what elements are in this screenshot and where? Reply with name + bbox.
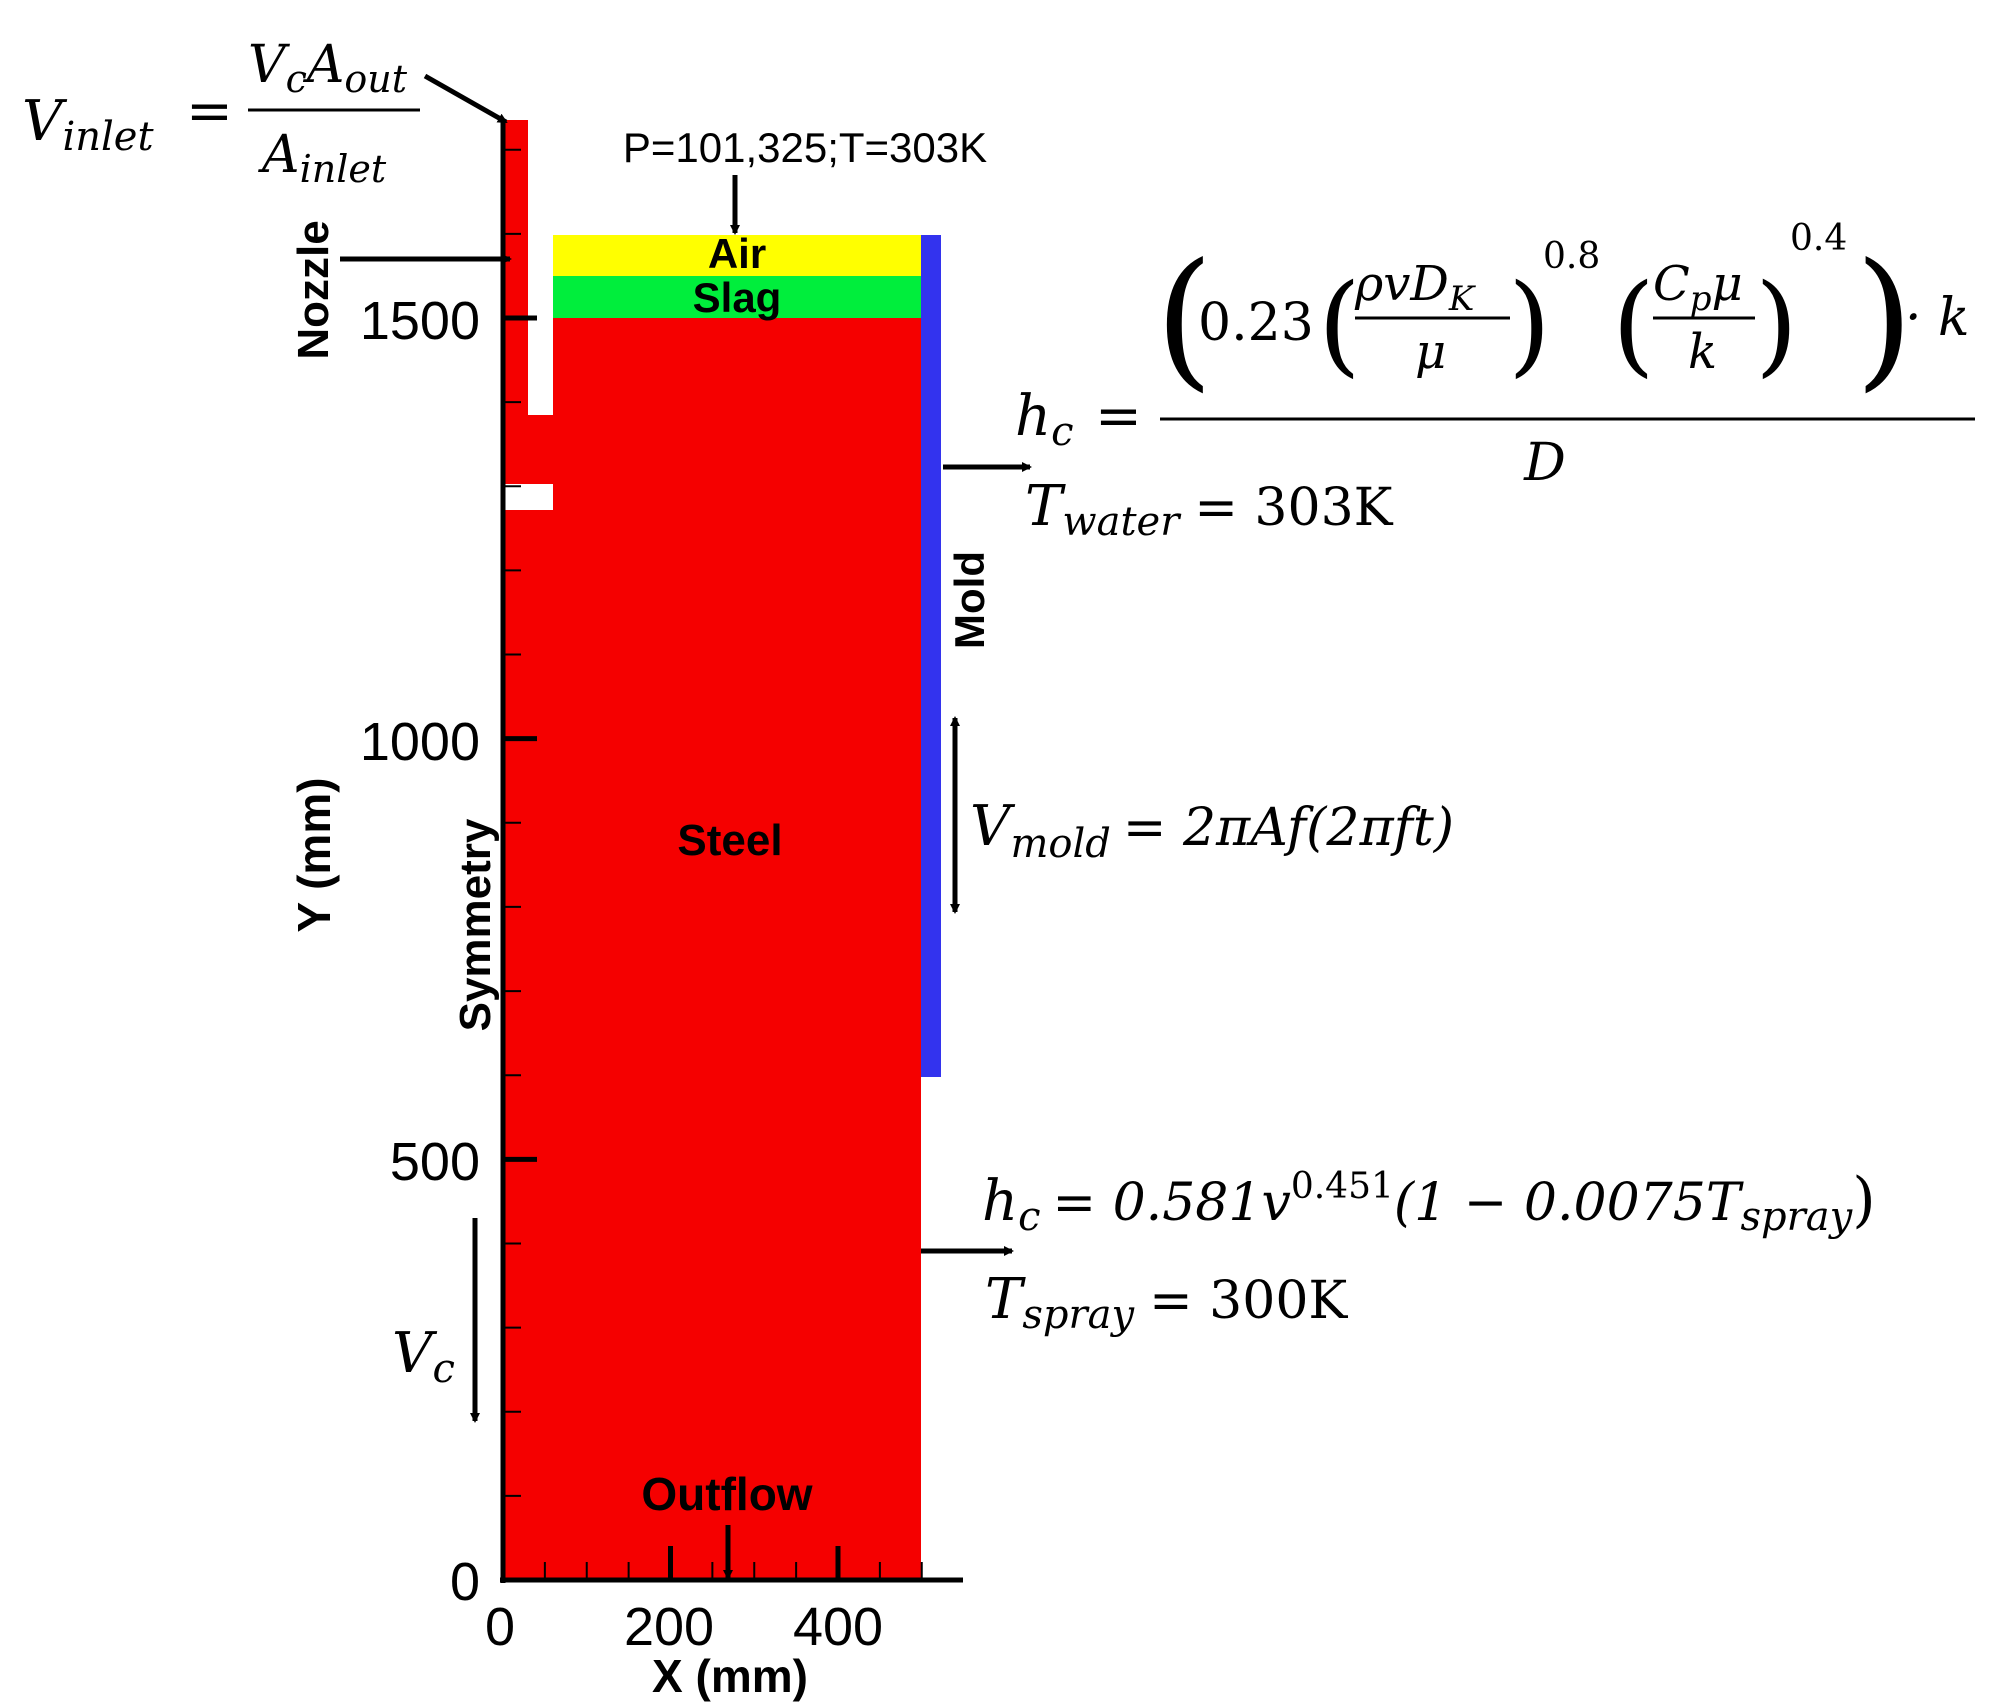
slag-layer (553, 276, 921, 318)
y-tick-label-0: 0 (450, 1552, 480, 1612)
svg-text:ρvDK: ρvDK (1354, 256, 1477, 319)
spray-heat-transfer-equation: hc = 0.581v0.451(1 − 0.0075Tspray) (982, 1165, 1876, 1240)
outflow-label: Outflow (641, 1468, 812, 1520)
svg-text:μ: μ (1415, 324, 1446, 380)
inlet-velocity-equation: Vinlet = VcAout Ainlet (22, 35, 420, 191)
nozzle-bottom-gap (503, 484, 553, 510)
svg-text:): ) (1755, 260, 1798, 388)
water-temperature-equation: Twater = 303K (1025, 474, 1394, 545)
y-axis-title: Y (mm) (288, 777, 340, 932)
y-tick-label-500: 500 (390, 1132, 480, 1192)
inlet-arrow (423, 73, 508, 125)
svg-text:(: ( (1612, 260, 1655, 388)
svg-text:hc= 0.581v0.451(1 − 0.0075Tspr: hc = 0.581v0.451(1 − 0.0075Tspray) (982, 1165, 1876, 1240)
air-label: Air (708, 230, 766, 277)
svg-text:D: D (1523, 433, 1566, 493)
slag-label: Slag (693, 274, 782, 321)
x-axis-title: X (mm) (652, 1650, 808, 1702)
svg-text:Vmold= 2πAf(2πft): Vmold = 2πAf(2πft) (970, 794, 1454, 867)
svg-text:=: = (1095, 384, 1142, 449)
svg-text:Ainlet: Ainlet (258, 125, 387, 191)
nozzle-label: Nozzle (289, 220, 338, 359)
svg-text:): ) (1508, 260, 1551, 388)
svg-text:0.23: 0.23 (1198, 293, 1314, 353)
mold-heat-transfer-equation: hc = ( 0.23 ( ρvDK μ ) 0.8 ( Cpμ k ) 0.4… (1015, 218, 1975, 493)
svg-text:k: k (1688, 324, 1717, 380)
svg-text:Vc: Vc (392, 1321, 455, 1392)
svg-text:0.8: 0.8 (1543, 236, 1600, 277)
mold-velocity-equation: Vmold = 2πAf(2πft) (970, 794, 1454, 867)
y-ticks (503, 148, 537, 1583)
x-ticks (500, 1546, 923, 1580)
steel-region (503, 318, 921, 1580)
y-tick-label-1000: 1000 (360, 712, 480, 772)
casting-speed-label: Vc (392, 1321, 455, 1392)
mold-label: Mold (946, 551, 993, 649)
svg-text:VcAout: VcAout (248, 35, 408, 101)
svg-text:Vinlet: Vinlet (22, 89, 154, 160)
svg-text:): ) (1855, 232, 1914, 406)
svg-text:(: ( (1155, 232, 1214, 406)
nozzle-port (528, 415, 553, 485)
x-tick-label-200: 200 (624, 1597, 714, 1657)
spray-temperature-equation: Tspray = 300K (985, 1267, 1348, 1338)
mold-wall (921, 235, 941, 1077)
x-tick-label-0: 0 (485, 1597, 515, 1657)
svg-text:Twater= 303K: Twater = 303K (1025, 474, 1394, 545)
svg-text:· k: · k (1905, 288, 1970, 348)
air-layer (553, 235, 921, 276)
svg-text:(: ( (1318, 260, 1361, 388)
symmetry-label: Symmetry (451, 818, 500, 1031)
svg-text:0.4: 0.4 (1790, 218, 1847, 259)
y-tick-label-1500: 1500 (360, 291, 480, 351)
nozzle-wall (505, 120, 528, 420)
svg-text:hc: hc (1015, 384, 1073, 455)
svg-text:Tspray= 300K: Tspray = 300K (985, 1267, 1348, 1338)
x-tick-label-400: 400 (793, 1597, 883, 1657)
top-boundary-condition: P=101,325;T=303K (623, 124, 987, 171)
svg-text:=: = (186, 79, 233, 144)
svg-text:Cpμ: Cpμ (1653, 256, 1743, 319)
nozzle-bore (528, 235, 553, 415)
nozzle-steel-fill (503, 510, 553, 520)
steel-label: Steel (677, 816, 782, 865)
